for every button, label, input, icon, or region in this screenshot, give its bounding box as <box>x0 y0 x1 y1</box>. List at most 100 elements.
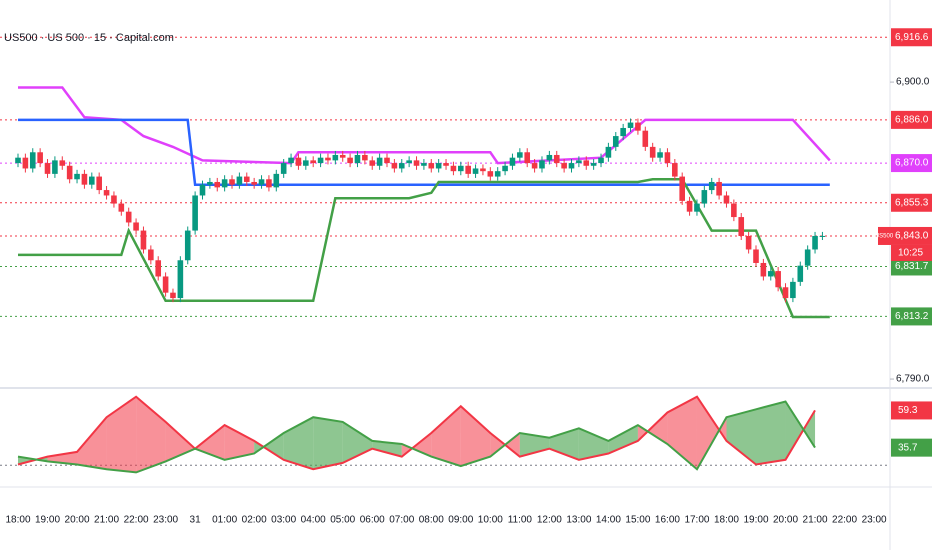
oscillator-fill <box>608 425 638 454</box>
oscillator-fill <box>726 409 756 465</box>
candle-body <box>494 171 501 177</box>
level-label-bg <box>891 154 932 173</box>
oscillator-line <box>17 400 816 474</box>
x-tick-label: 15:00 <box>625 515 650 526</box>
oscillator-fill <box>431 406 461 467</box>
oscillator-fill <box>756 401 786 465</box>
candle-body <box>487 171 494 177</box>
oscillator-fill <box>106 396 137 473</box>
candle-body <box>81 173 88 185</box>
candle-body <box>89 176 95 185</box>
x-tick-label: 19:00 <box>35 515 60 526</box>
candle-body <box>52 160 58 174</box>
x-tick-label: 08:00 <box>419 515 444 526</box>
candle-body <box>214 181 221 188</box>
level-label-bg <box>891 257 932 276</box>
candle-body <box>583 160 590 166</box>
candle-body <box>266 179 272 188</box>
oscillator-fill <box>372 440 402 457</box>
candle-body <box>332 154 339 161</box>
candle-body <box>605 146 612 158</box>
candle-body <box>708 181 715 191</box>
candle-body <box>627 122 634 128</box>
candle-body <box>258 179 265 185</box>
x-tick-label: 21:00 <box>803 515 828 526</box>
x-tick-label: 11:00 <box>508 515 533 526</box>
level-label-bg <box>891 28 932 47</box>
candle-body <box>701 190 708 204</box>
candle-body <box>531 163 538 169</box>
candle-body <box>635 122 641 131</box>
candle-body <box>22 157 29 169</box>
axes: 6,900.0 6,790.0 6,916.6 6,886.0 6,870.0 6,855… <box>5 28 932 526</box>
x-tick-label: 07:00 <box>389 515 414 526</box>
candle-body <box>103 190 110 196</box>
candle-body <box>428 163 435 169</box>
oscillator-fill <box>254 432 284 460</box>
candle-body <box>170 292 176 299</box>
level-label: 6,916.6 <box>895 32 929 43</box>
oscillator-fill <box>460 406 491 467</box>
candle-body <box>443 163 449 166</box>
candle-body <box>325 157 331 161</box>
x-tick-label: 12:00 <box>537 515 562 526</box>
candle-body <box>664 152 671 164</box>
x-tick-label: 09:00 <box>448 515 473 526</box>
candle-body <box>679 176 685 201</box>
oscillator-fill <box>696 396 727 470</box>
candle-body <box>354 154 361 164</box>
x-tick-label: 02:00 <box>242 515 267 526</box>
x-tick-label: 16:00 <box>655 515 680 526</box>
candle-body <box>376 157 383 166</box>
x-tick-label: 31 <box>190 515 202 526</box>
level-label: 6,855.3 <box>895 197 929 208</box>
candle-body <box>184 230 191 261</box>
candle-body <box>177 260 184 299</box>
candle-body <box>539 160 545 169</box>
candle-body <box>421 163 427 166</box>
x-tick-label: 23:00 <box>153 515 178 526</box>
x-tick-label: 23:00 <box>862 515 887 526</box>
candle-body <box>517 152 523 158</box>
candle-body <box>413 160 420 166</box>
x-tick-label: 05:00 <box>330 515 355 526</box>
candle-body <box>133 222 139 231</box>
candle-body <box>406 160 412 164</box>
oscillator-fill <box>224 425 255 460</box>
candle-body <box>694 203 700 212</box>
candle-body <box>362 154 368 161</box>
oscillator-fill <box>785 401 816 460</box>
oscillator-pane <box>0 395 890 474</box>
candle-body <box>686 200 693 212</box>
candle-body <box>310 160 316 164</box>
candle-body <box>37 152 43 164</box>
candle-body <box>391 163 398 169</box>
level-label-bg <box>891 110 932 129</box>
candle-body <box>111 195 117 204</box>
candle-body <box>118 203 125 212</box>
x-tick-label: 20:00 <box>773 515 798 526</box>
candle-body <box>398 163 405 169</box>
candle-body <box>192 195 198 231</box>
level-label: 6,831.7 <box>895 261 929 272</box>
candle-body <box>288 157 294 164</box>
candle-body <box>96 176 102 191</box>
candle-body <box>465 165 471 174</box>
x-tick-label: 03:00 <box>271 515 296 526</box>
candle-body <box>59 160 66 166</box>
y-tick-label: 6,900.0 <box>896 77 930 88</box>
level-label: 6,886.0 <box>895 115 929 126</box>
y-tick-label: 6,790.0 <box>896 374 930 385</box>
candle-body <box>804 249 811 266</box>
candle-body <box>812 235 818 250</box>
candle-body <box>797 265 804 282</box>
candle-body <box>620 127 626 137</box>
candle-body <box>243 176 250 182</box>
candle-body <box>672 163 678 177</box>
candle-body <box>502 165 508 172</box>
oscillator-fill <box>313 417 343 470</box>
candle-body <box>576 160 582 164</box>
candle-body <box>29 152 36 169</box>
level-label-bg <box>891 226 932 245</box>
